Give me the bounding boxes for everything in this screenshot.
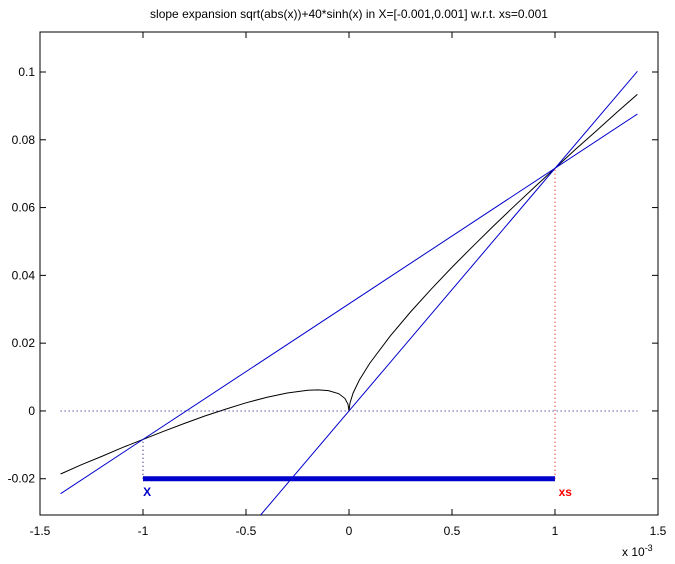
annotation: X (143, 485, 151, 499)
x-tick-label: -0.5 (236, 524, 257, 538)
y-tick-label: 0.08 (12, 133, 36, 147)
plot-area (60, 70, 638, 515)
x-multiplier: x 10-3 (622, 543, 653, 559)
y-tick-label: 0.02 (12, 336, 36, 350)
x-multiplier-base: x 10 (622, 545, 645, 559)
annotation: xs (559, 485, 573, 499)
x-tick-label: 1.5 (650, 524, 667, 538)
y-tick-label: -0.02 (8, 472, 36, 486)
x-tick-label: -1 (138, 524, 149, 538)
series-line (60, 93, 638, 475)
x-tick-label: -1.5 (30, 524, 51, 538)
x-tick-label: 0 (346, 524, 353, 538)
y-tick-label: 0.04 (12, 268, 36, 282)
series-line (260, 70, 638, 515)
series-line (60, 113, 638, 495)
x-multiplier-exponent: -3 (645, 543, 653, 553)
y-tick-label: 0.06 (12, 201, 36, 215)
y-tick-label: 0 (28, 404, 35, 418)
y-tick-label: 0.1 (18, 65, 35, 79)
chart-title: slope expansion sqrt(abs(x))+40*sinh(x) … (150, 7, 548, 21)
x-tick-label: 0.5 (444, 524, 461, 538)
x-tick-label: 1 (552, 524, 559, 538)
